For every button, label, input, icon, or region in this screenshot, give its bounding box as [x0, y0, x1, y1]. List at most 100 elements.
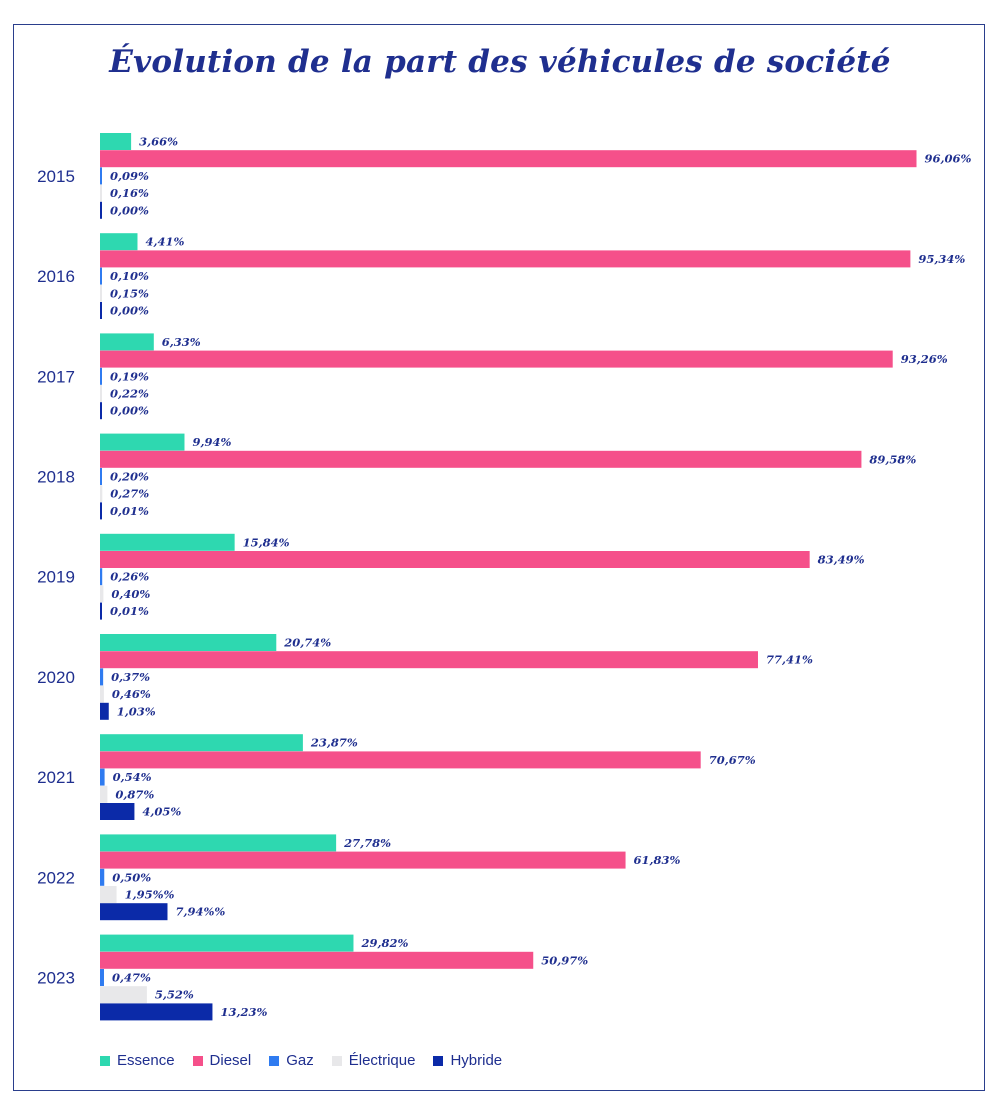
- bar-diesel-2020: [100, 651, 758, 669]
- legend-label: Électrique: [348, 1052, 416, 1069]
- data-label-hybride-2019: 0,01%: [110, 604, 149, 618]
- data-label-électrique-2019: 0,40%: [111, 587, 150, 601]
- bar-diesel-2017: [100, 350, 893, 368]
- data-label-diesel-2019: 83,49%: [818, 553, 865, 567]
- data-label-électrique-2015: 0,16%: [110, 186, 149, 200]
- bar-hybride-2020: [100, 702, 109, 720]
- year-label-2020: 2020: [37, 668, 75, 687]
- bar-électrique-2023: [100, 986, 147, 1004]
- data-label-hybride-2022: 7,94%%: [175, 905, 225, 919]
- data-label-gaz-2018: 0,20%: [110, 470, 149, 484]
- data-label-gaz-2017: 0,19%: [110, 369, 149, 383]
- data-label-électrique-2017: 0,22%: [110, 387, 149, 401]
- bar-diesel-2019: [100, 551, 810, 568]
- data-label-gaz-2023: 0,47%: [112, 971, 151, 985]
- data-label-électrique-2018: 0,27%: [110, 487, 149, 501]
- legend-item-gaz: Gaz: [269, 1052, 314, 1069]
- bar-hybride-2022: [100, 903, 168, 921]
- bar-électrique-2018: [100, 485, 103, 503]
- data-label-hybride-2020: 1,03%: [117, 704, 156, 718]
- bar-diesel-2018: [100, 450, 862, 468]
- bar-essence-2021: [100, 734, 303, 752]
- bar-hybride-2017: [100, 402, 102, 420]
- data-label-diesel-2023: 50,97%: [541, 953, 588, 967]
- data-label-diesel-2015: 96,06%: [925, 152, 972, 166]
- year-label-2023: 2023: [37, 969, 75, 988]
- bar-gaz-2023: [100, 969, 104, 986]
- data-label-électrique-2020: 0,46%: [112, 687, 151, 701]
- bar-essence-2018: [100, 433, 185, 451]
- bar-hybride-2018: [100, 502, 102, 520]
- bar-essence-2017: [100, 333, 154, 351]
- bar-essence-2016: [100, 233, 138, 251]
- data-label-diesel-2018: 89,58%: [869, 452, 916, 466]
- bar-diesel-2021: [100, 751, 701, 769]
- bar-hybride-2019: [100, 602, 102, 620]
- data-label-diesel-2022: 61,83%: [634, 853, 681, 867]
- legend-label: Gaz: [286, 1052, 314, 1069]
- data-label-électrique-2021: 0,87%: [115, 787, 154, 801]
- data-label-gaz-2019: 0,26%: [110, 570, 149, 584]
- bar-essence-2019: [100, 533, 235, 551]
- year-label-2018: 2018: [37, 468, 75, 487]
- bar-diesel-2016: [100, 250, 911, 268]
- bar-électrique-2015: [100, 184, 102, 202]
- bar-diesel-2023: [100, 951, 534, 969]
- legend-item-électrique: Électrique: [331, 1052, 416, 1069]
- legend-item-hybride: Hybride: [433, 1052, 502, 1069]
- legend-swatch: [192, 1055, 203, 1066]
- data-label-essence-2019: 15,84%: [243, 535, 290, 549]
- data-label-diesel-2021: 70,67%: [709, 753, 756, 767]
- bar-essence-2020: [100, 634, 277, 651]
- bar-électrique-2016: [100, 284, 102, 302]
- chart-legend: Essence Diesel Gaz Électrique Hybride: [100, 1052, 502, 1069]
- data-label-essence-2022: 27,78%: [343, 836, 391, 850]
- bar-gaz-2016: [100, 267, 102, 285]
- data-label-essence-2016: 4,41%: [145, 235, 184, 249]
- bar-gaz-2017: [100, 367, 102, 385]
- data-label-gaz-2022: 0,50%: [112, 870, 151, 884]
- bar-essence-2023: [100, 934, 354, 952]
- data-label-électrique-2022: 1,95%%: [125, 888, 175, 902]
- legend-item-essence: Essence: [100, 1052, 175, 1069]
- legend-label: Diesel: [209, 1052, 252, 1069]
- data-label-essence-2021: 23,87%: [310, 736, 358, 750]
- data-label-électrique-2023: 5,52%: [155, 988, 194, 1002]
- bar-gaz-2022: [100, 868, 105, 886]
- bar-diesel-2022: [100, 851, 626, 869]
- legend-label: Hybride: [450, 1052, 503, 1069]
- data-label-hybride-2017: 0,00%: [110, 404, 149, 418]
- bar-hybride-2015: [100, 201, 102, 219]
- legend-swatch: [100, 1055, 110, 1066]
- bar-gaz-2020: [100, 668, 104, 686]
- bar-gaz-2021: [100, 768, 105, 786]
- legend-swatch: [269, 1055, 280, 1066]
- legend-item-diesel: Diesel: [192, 1052, 252, 1069]
- data-label-essence-2015: 3,66%: [139, 135, 178, 149]
- bar-essence-2022: [100, 834, 337, 852]
- data-label-diesel-2017: 93,26%: [901, 352, 948, 366]
- bar-électrique-2021: [100, 785, 108, 803]
- data-label-gaz-2020: 0,37%: [111, 670, 150, 684]
- bar-hybride-2021: [100, 803, 135, 820]
- data-label-diesel-2020: 77,41%: [766, 653, 813, 667]
- bar-électrique-2017: [100, 385, 102, 402]
- data-label-essence-2020: 20,74%: [283, 636, 331, 650]
- data-label-essence-2023: 29,82%: [360, 936, 408, 950]
- data-label-diesel-2016: 95,34%: [918, 252, 965, 266]
- data-label-hybride-2023: 13,23%: [220, 1005, 267, 1019]
- bar-gaz-2018: [100, 468, 102, 485]
- year-label-2019: 2019: [37, 568, 75, 587]
- data-label-gaz-2015: 0,09%: [110, 169, 149, 183]
- year-label-2022: 2022: [37, 868, 75, 887]
- data-label-gaz-2021: 0,54%: [113, 770, 152, 784]
- year-label-2016: 2016: [37, 267, 75, 286]
- year-label-2015: 2015: [37, 167, 75, 186]
- data-label-hybride-2021: 4,05%: [142, 805, 181, 819]
- legend-swatch: [331, 1055, 342, 1066]
- data-label-essence-2017: 6,33%: [162, 335, 201, 349]
- bar-électrique-2022: [100, 886, 117, 903]
- bar-diesel-2015: [100, 150, 917, 168]
- data-label-électrique-2016: 0,15%: [110, 286, 149, 300]
